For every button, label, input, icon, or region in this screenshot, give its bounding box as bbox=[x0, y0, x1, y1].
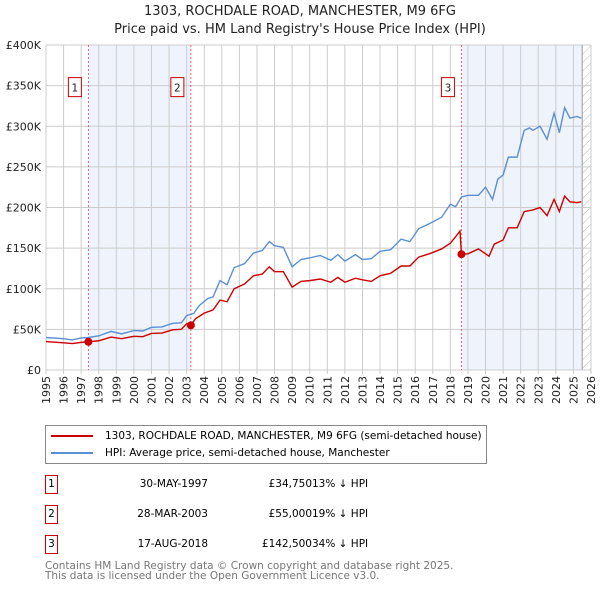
sale-marker-badge: 3 bbox=[45, 535, 58, 554]
chart-subtitle: Price paid vs. HM Land Registry's House … bbox=[114, 22, 486, 37]
x-tick-label: 2016 bbox=[409, 376, 422, 404]
y-tick-label: £0 bbox=[27, 364, 41, 377]
x-tick-label: 2005 bbox=[216, 376, 229, 404]
sale-label: 1 bbox=[72, 83, 79, 95]
sale-date: 30-MAY-1997 bbox=[139, 478, 208, 490]
sale-date: 17-AUG-2018 bbox=[137, 538, 208, 550]
y-tick-label: £100K bbox=[6, 283, 42, 296]
sale-hpi-diff: 13% ↓ HPI bbox=[312, 478, 369, 490]
x-tick-label: 2001 bbox=[145, 376, 158, 404]
y-tick-label: £250K bbox=[6, 161, 42, 174]
chart-title: 1303, ROCHDALE ROAD, MANCHESTER, M9 6FG bbox=[144, 4, 456, 19]
x-tick-label: 1996 bbox=[58, 376, 71, 404]
y-tick-label: £200K bbox=[6, 202, 42, 215]
series-line-hpi bbox=[45, 105, 582, 341]
x-tick-label: 2023 bbox=[532, 376, 545, 404]
legend-swatch-blue bbox=[51, 452, 93, 454]
sale-marker-badge: 1 bbox=[45, 475, 58, 494]
sale-row: 1 30-MAY-1997 £34,750 13% ↓ HPI bbox=[45, 475, 405, 495]
x-tick-label: 2020 bbox=[480, 376, 493, 404]
x-tick-label: 1998 bbox=[93, 376, 106, 404]
sale-point bbox=[457, 250, 466, 259]
legend-label: 1303, ROCHDALE ROAD, MANCHESTER, M9 6FG … bbox=[105, 430, 482, 442]
footer-line: This data is licensed under the Open Gov… bbox=[45, 570, 380, 582]
sale-row: 2 28-MAR-2003 £55,000 19% ↓ HPI bbox=[45, 505, 405, 525]
sale-price: £55,000 bbox=[268, 508, 312, 520]
x-tick-label: 2013 bbox=[356, 376, 369, 404]
x-tick-label: 2015 bbox=[392, 376, 405, 404]
x-tick-label: 1995 bbox=[40, 376, 53, 404]
sale-label-box bbox=[67, 77, 82, 98]
x-tick-label: 2025 bbox=[567, 376, 580, 404]
x-tick-label: 1999 bbox=[110, 376, 123, 404]
x-tick-label: 2012 bbox=[339, 376, 352, 404]
x-tick-label: 2024 bbox=[550, 376, 563, 404]
sale-row: 3 17-AUG-2018 £142,500 34% ↓ HPI bbox=[45, 535, 405, 555]
x-tick-label: 1997 bbox=[75, 376, 88, 404]
sale-hpi-diff: 34% ↓ HPI bbox=[312, 538, 369, 550]
x-tick-label: 2026 bbox=[585, 376, 598, 404]
sale-hpi-diff: 19% ↓ HPI bbox=[312, 508, 369, 520]
x-tick-label: 2010 bbox=[304, 376, 317, 404]
y-tick-label: £350K bbox=[6, 80, 42, 93]
y-tick-label: £400K bbox=[6, 39, 42, 52]
x-tick-label: 2002 bbox=[163, 376, 176, 404]
sale-point bbox=[84, 337, 93, 346]
sale-label: 3 bbox=[445, 83, 452, 95]
plot-frame bbox=[45, 44, 592, 371]
x-tick-label: 2006 bbox=[233, 376, 246, 404]
footer: Contains HM Land Registry data © Crown c… bbox=[45, 560, 454, 582]
x-tick-label: 2000 bbox=[128, 376, 141, 404]
footer-line: Contains HM Land Registry data © Crown c… bbox=[45, 560, 454, 572]
legend-item-property: 1303, ROCHDALE ROAD, MANCHESTER, M9 6FG … bbox=[51, 428, 482, 444]
x-tick-label: 2008 bbox=[269, 376, 282, 404]
sale-point bbox=[186, 321, 195, 330]
x-tick-label: 2009 bbox=[286, 376, 299, 404]
x-tick-label: 2019 bbox=[462, 376, 475, 404]
sale-price: £34,750 bbox=[268, 478, 312, 490]
legend-item-hpi: HPI: Average price, semi-detached house,… bbox=[51, 445, 390, 461]
y-tick-label: £50K bbox=[13, 323, 42, 336]
x-tick-label: 2021 bbox=[497, 376, 510, 404]
legend-swatch-red bbox=[51, 435, 93, 437]
x-tick-label: 2014 bbox=[374, 376, 387, 404]
x-tick-label: 2003 bbox=[181, 376, 194, 404]
x-tick-label: 2017 bbox=[427, 376, 440, 404]
sale-label-box bbox=[170, 77, 185, 98]
sale-price: £142,500 bbox=[261, 538, 312, 550]
legend-label: HPI: Average price, semi-detached house,… bbox=[105, 447, 390, 459]
sale-marker-badge: 2 bbox=[45, 505, 58, 524]
x-tick-label: 2011 bbox=[321, 376, 334, 404]
x-tick-label: 2018 bbox=[444, 376, 457, 404]
y-tick-label: £300K bbox=[6, 120, 42, 133]
legend: 1303, ROCHDALE ROAD, MANCHESTER, M9 6FG … bbox=[45, 425, 487, 464]
y-tick-label: £150K bbox=[6, 242, 42, 255]
sale-date: 28-MAR-2003 bbox=[137, 508, 208, 520]
plot-area: 1995 1996 1997 1998 1999 2000 2001 2002 2003 2004… bbox=[6, 39, 598, 404]
x-tick-label: 2007 bbox=[251, 376, 264, 404]
sale-label: 2 bbox=[174, 83, 181, 95]
series-line-property bbox=[45, 194, 582, 345]
x-tick-label: 2004 bbox=[198, 376, 211, 404]
x-tick-label: 2022 bbox=[515, 376, 528, 404]
sale-label-box bbox=[440, 77, 455, 98]
